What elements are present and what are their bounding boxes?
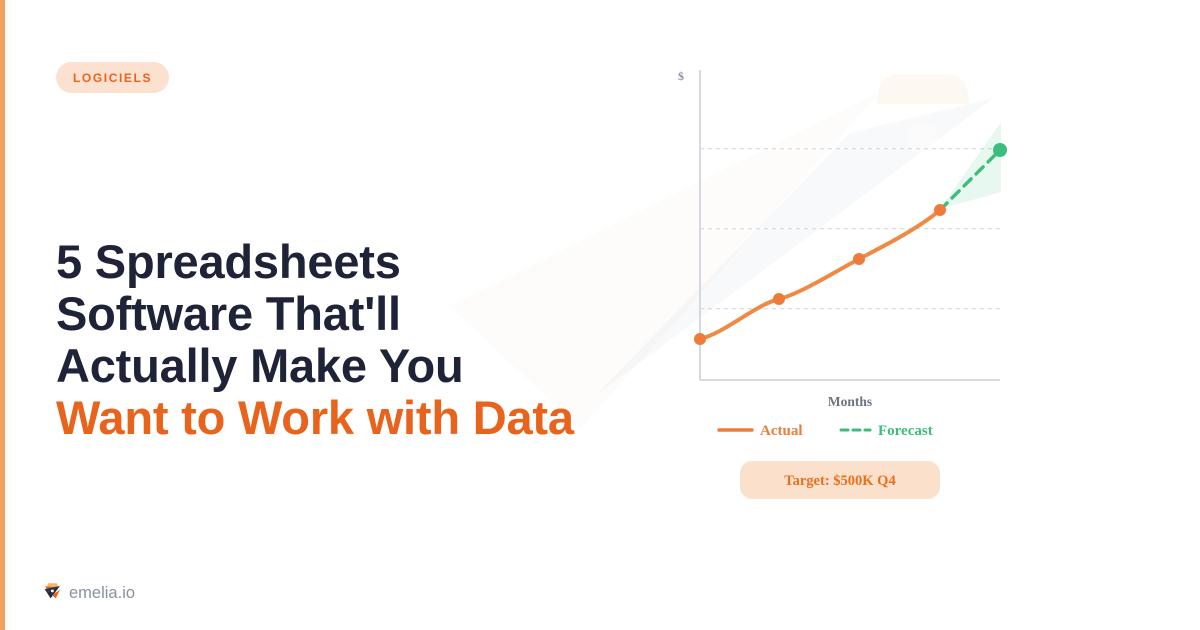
svg-text:Forecast: Forecast (878, 423, 933, 439)
svg-text:Actual: Actual (760, 423, 803, 439)
svg-text:$: $ (678, 69, 684, 83)
svg-text:Target: $500K Q4: Target: $500K Q4 (784, 473, 895, 489)
svg-text:Months: Months (828, 394, 872, 409)
